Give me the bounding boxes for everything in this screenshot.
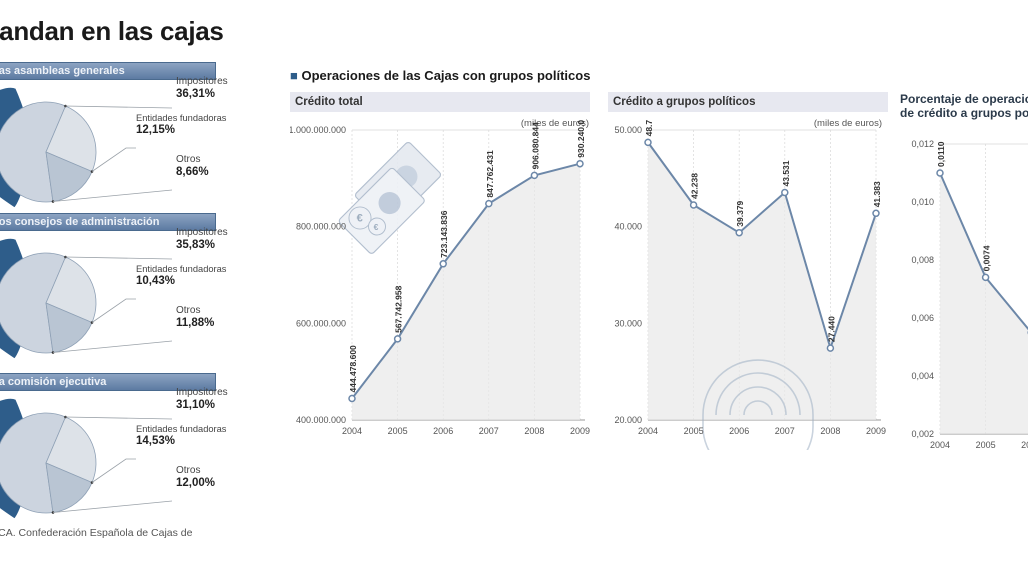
svg-text:42.238: 42.238	[690, 173, 700, 199]
svg-text:0,008: 0,008	[911, 255, 934, 265]
svg-text:27.440: 27.440	[826, 316, 836, 342]
svg-text:30.000: 30.000	[614, 318, 642, 328]
svg-text:2009: 2009	[570, 426, 590, 436]
svg-text:2007: 2007	[479, 426, 499, 436]
svg-text:0,004: 0,004	[911, 371, 934, 381]
svg-text:2004: 2004	[930, 440, 950, 450]
svg-text:0,006: 0,006	[911, 313, 934, 323]
svg-text:567.742.958: 567.742.958	[394, 285, 404, 333]
svg-text:2006: 2006	[433, 426, 453, 436]
svg-text:930.240.000: 930.240.000	[576, 120, 586, 158]
svg-text:2006: 2006	[729, 426, 749, 436]
svg-text:2005: 2005	[976, 440, 996, 450]
svg-text:1.000.000.000: 1.000.000.000	[290, 125, 346, 135]
svg-text:723.143.836: 723.143.836	[439, 210, 449, 258]
svg-text:2007: 2007	[775, 426, 795, 436]
svg-text:800.000.000: 800.000.000	[296, 222, 346, 232]
svg-text:906.080.844: 906.080.844	[530, 122, 540, 170]
svg-text:40.000: 40.000	[614, 222, 642, 232]
svg-text:41.383: 41.383	[872, 181, 882, 207]
svg-text:2005: 2005	[388, 426, 408, 436]
svg-text:2006: 2006	[1021, 440, 1028, 450]
svg-text:0,010: 0,010	[911, 197, 934, 207]
svg-text:2009: 2009	[866, 426, 886, 436]
svg-text:0,0074: 0,0074	[982, 245, 992, 271]
svg-text:€: €	[374, 222, 379, 232]
svg-text:20.000: 20.000	[614, 415, 642, 425]
svg-text:0,002: 0,002	[911, 429, 934, 439]
svg-text:43.531: 43.531	[781, 160, 791, 186]
svg-text:2005: 2005	[684, 426, 704, 436]
svg-text:2004: 2004	[638, 426, 658, 436]
svg-text:2004: 2004	[342, 426, 362, 436]
svg-text:444.478.600: 444.478.600	[348, 345, 358, 393]
svg-text:0,012: 0,012	[911, 139, 934, 149]
svg-text:847.762.431: 847.762.431	[485, 150, 495, 198]
svg-text:0,0110: 0,0110	[936, 141, 946, 167]
svg-text:600.000.000: 600.000.000	[296, 318, 346, 328]
svg-text:2008: 2008	[820, 426, 840, 436]
svg-text:50.000: 50.000	[614, 125, 642, 135]
svg-text:39.379: 39.379	[735, 200, 745, 226]
svg-text:€: €	[357, 212, 363, 224]
svg-text:48.720: 48.720	[644, 120, 654, 136]
svg-text:400.000.000: 400.000.000	[296, 415, 346, 425]
svg-text:2008: 2008	[524, 426, 544, 436]
